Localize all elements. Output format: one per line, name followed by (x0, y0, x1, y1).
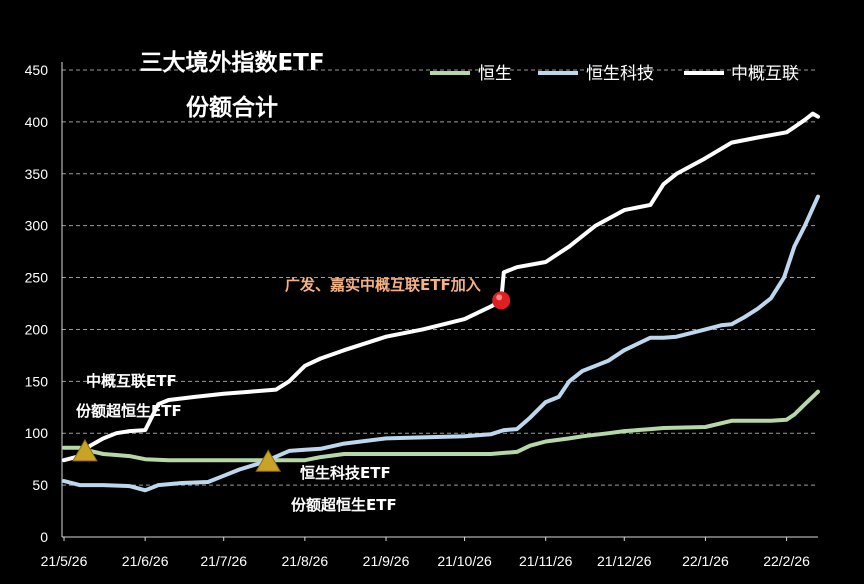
legend-label-zhonggai: 中概互联 (731, 64, 799, 84)
y-tick-label: 100 (25, 425, 49, 441)
crossover-marker-1 (255, 449, 282, 472)
x-tick-label: 21/12/26 (597, 553, 652, 569)
x-tick-label: 21/5/26 (41, 553, 88, 569)
y-tick-label: 0 (40, 529, 48, 545)
event-marker-highlight (496, 294, 503, 301)
annotation-cross1-line1: 中概互联ETF (86, 372, 177, 390)
title-line-1: 三大境外指数ETF (139, 49, 324, 76)
legend: 恒生 恒生科技 中概互联 (430, 64, 799, 84)
x-tick-label: 22/1/26 (682, 553, 729, 569)
series-line-1 (62, 194, 820, 493)
x-tick-label: 21/7/26 (200, 553, 247, 569)
title-line-2: 份额合计 (186, 94, 278, 121)
y-tick-label: 350 (25, 166, 49, 182)
y-tick-label: 250 (25, 270, 49, 286)
y-tick-label: 300 (25, 218, 49, 234)
y-tick-label: 200 (25, 321, 49, 337)
x-tick-label: 21/6/26 (122, 553, 169, 569)
annotations: 广发、嘉实中概互联ETF加入 中概互联ETF 份额超恒生ETF 恒生科技ETF … (76, 276, 481, 514)
y-tick-label: 400 (25, 114, 49, 130)
legend-label-hstech: 恒生科技 (586, 64, 654, 84)
x-tick-label: 21/11/26 (519, 553, 573, 569)
markers (72, 291, 511, 472)
x-tick-label: 21/9/26 (363, 553, 410, 569)
y-tick-label: 50 (32, 477, 48, 493)
axes: 0 50 100 150 200 250 300 350 400 450 21/5/26 21/6/2… (25, 62, 818, 569)
annotation-cross1-line2: 份额超恒生ETF (76, 402, 182, 420)
y-tick-label: 450 (25, 62, 49, 78)
series-line-0 (62, 389, 820, 463)
chart-title: 三大境外指数ETF 份额合计 (139, 49, 324, 121)
event-marker-2 (492, 291, 511, 310)
x-tick-label: 21/10/26 (437, 553, 492, 569)
y-tick-label: 150 (25, 373, 49, 389)
annotation-fund-addition: 广发、嘉实中概互联ETF加入 (285, 276, 481, 294)
crossover-marker-0 (72, 438, 98, 462)
annotation-cross2-line2: 份额超恒生ETF (291, 496, 397, 514)
x-tick-label: 21/8/26 (282, 553, 329, 569)
series-line-2 (62, 111, 820, 463)
series-lines (62, 111, 820, 493)
legend-label-hangseng: 恒生 (478, 64, 512, 84)
x-tick-label: 22/2/26 (763, 553, 810, 569)
annotation-cross2-line1: 恒生科技ETF (300, 464, 391, 482)
gridlines (62, 69, 818, 486)
